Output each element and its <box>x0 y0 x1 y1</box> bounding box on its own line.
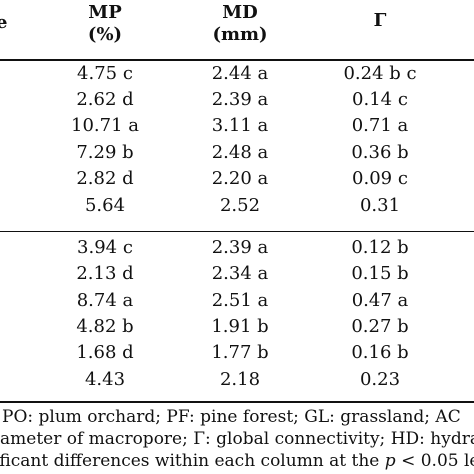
md-cell: 2.44 a <box>211 63 269 84</box>
gamma-cell: 0.71 a <box>351 115 409 136</box>
md-column-header: MD (mm) <box>190 2 290 46</box>
mp-cell: 4.82 b <box>76 316 134 337</box>
md-cell: 2.39 a <box>211 237 269 258</box>
table-row: 4.75 c 2.44 a 0.24 b c <box>0 61 474 87</box>
group-divider-rule <box>0 231 474 232</box>
gamma-column-header: Γ <box>373 10 387 31</box>
table-row: 2.13 d 2.34 a 0.15 b <box>0 261 474 287</box>
md-cell: 2.39 a <box>211 89 269 110</box>
gamma-cell: 0.09 c <box>352 168 408 189</box>
md-cell: 2.48 a <box>211 142 269 163</box>
mp-cell: 2.13 d <box>76 263 134 284</box>
table-row: 3.94 c 2.39 a 0.12 b <box>0 235 474 261</box>
md-cell: 3.11 a <box>211 115 269 136</box>
table-row: 7.29 b 2.48 a 0.36 b <box>0 140 474 166</box>
gamma-cell: 0.31 <box>359 195 401 216</box>
mp-header-unit: (%) <box>87 24 123 45</box>
md-header-name: MD <box>222 2 258 23</box>
footnote-line-3-tail: < 0.05 le <box>395 451 474 471</box>
gamma-cell: 0.12 b <box>351 237 409 258</box>
table-row: 2.82 d 2.20 a 0.09 c <box>0 166 474 192</box>
md-cell: 1.91 b <box>211 316 269 337</box>
md-cell: 2.20 a <box>211 168 269 189</box>
md-cell: 2.52 <box>219 195 261 216</box>
footnote-line-1: PO: plum orchard; PF: pine forest; GL: g… <box>2 407 461 427</box>
table-row-mean: 5.64 2.52 0.31 <box>0 193 474 219</box>
mp-cell: 2.82 d <box>76 168 134 189</box>
gamma-cell: 0.23 <box>359 369 401 390</box>
mp-cell: 7.29 b <box>76 142 134 163</box>
mp-cell: 10.71 a <box>71 115 139 136</box>
footnote-line-3: ificant differences within each column a… <box>0 451 474 472</box>
gamma-cell: 0.15 b <box>351 263 409 284</box>
mp-cell: 3.94 c <box>77 237 133 258</box>
gamma-cell: 0.47 a <box>351 290 409 311</box>
first-column-header-fragment: e <box>0 12 8 33</box>
table-row: 10.71 a 3.11 a 0.71 a <box>0 113 474 139</box>
table-row: 1.68 d 1.77 b 0.16 b <box>0 340 474 366</box>
md-cell: 2.34 a <box>211 263 269 284</box>
table-row: 2.62 d 2.39 a 0.14 c <box>0 87 474 113</box>
md-cell: 1.77 b <box>211 342 269 363</box>
table-bottom-rule <box>0 401 474 403</box>
mp-cell: 8.74 a <box>76 290 134 311</box>
md-header-unit: (mm) <box>212 24 268 45</box>
mp-cell: 2.62 d <box>76 89 134 110</box>
gamma-cell: 0.16 b <box>351 342 409 363</box>
md-cell: 2.18 <box>219 369 261 390</box>
gamma-cell: 0.27 b <box>351 316 409 337</box>
gamma-cell: 0.36 b <box>351 142 409 163</box>
md-cell: 2.51 a <box>211 290 269 311</box>
mp-cell: 4.43 <box>84 369 126 390</box>
mp-cell: 1.68 d <box>76 342 134 363</box>
footnote-p-symbol: p <box>384 451 396 471</box>
header-rule <box>0 59 474 61</box>
table-row: 8.74 a 2.51 a 0.47 a <box>0 288 474 314</box>
footnote-line-2: ameter of macropore; Γ: global connectiv… <box>0 429 474 449</box>
gamma-cell: 0.14 c <box>352 89 408 110</box>
mp-header-name: MP <box>88 2 122 23</box>
footnote-line-3-text: ificant differences within each column a… <box>0 451 385 471</box>
mp-cell: 5.64 <box>84 195 126 216</box>
table-row-mean: 4.43 2.18 0.23 <box>0 367 474 393</box>
table-row: 4.82 b 1.91 b 0.27 b <box>0 314 474 340</box>
mp-column-header: MP (%) <box>60 2 150 46</box>
gamma-cell: 0.24 b c <box>343 63 417 84</box>
mp-cell: 4.75 c <box>77 63 133 84</box>
